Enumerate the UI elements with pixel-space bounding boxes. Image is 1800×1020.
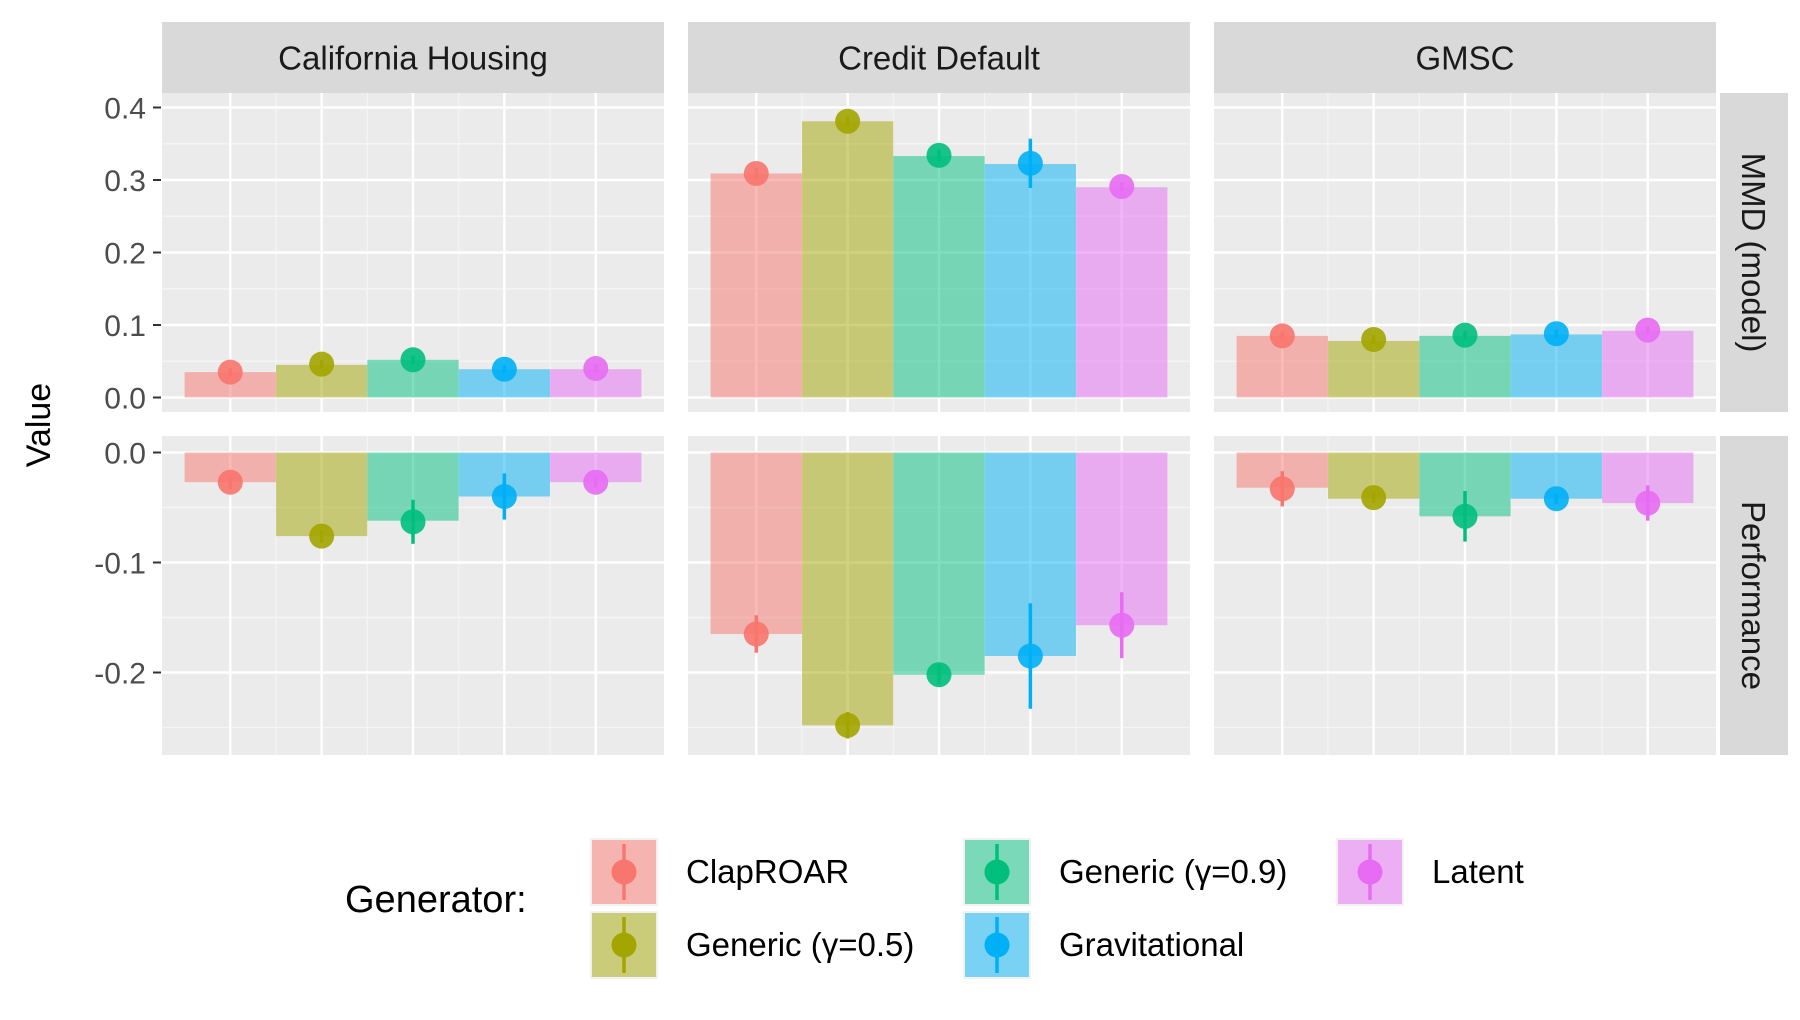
point-claproar <box>1269 476 1295 502</box>
y-tick-label: 0.1 <box>104 310 146 343</box>
bar-gravitational <box>984 164 1077 398</box>
axes-layer: 0.0 0.1 0.2 0.3 0.4 0.0 -0.1 -0.2 <box>94 93 161 691</box>
point-generic-0-9 <box>926 142 952 168</box>
panel-mmd-model-credit-default <box>688 93 1190 412</box>
point-gravitational <box>491 484 517 509</box>
point-gravitational <box>1017 150 1043 176</box>
bar-generic-0-9 <box>893 452 985 675</box>
bar-latent <box>1076 187 1168 398</box>
legend-item-generic-0-5: Generic (γ=0.5) <box>590 911 914 979</box>
y-tick-label: 0.4 <box>104 93 146 126</box>
y-tick-label: 0.2 <box>104 238 146 271</box>
point-claproar <box>217 359 243 385</box>
y-tick-label: 0.3 <box>104 165 146 198</box>
point-generic-0-9 <box>400 509 426 535</box>
point-claproar <box>743 621 769 647</box>
panel-mmd-model-california-housing <box>162 93 664 412</box>
legend-items: ClapROAR Generic (γ=0.5) Generic (γ=0.9) Gr… <box>590 838 1524 979</box>
strips-layer: California Housing Credit Default GMSC MMD … <box>162 22 1788 755</box>
point-generic-0-5 <box>309 523 335 549</box>
bar-claproar <box>710 452 802 634</box>
point-generic-0-9 <box>400 347 426 373</box>
panel-performance-california-housing <box>162 436 664 755</box>
point-generic-0-9 <box>1452 503 1478 529</box>
point-generic-0-5 <box>309 351 335 377</box>
bar-claproar <box>710 173 802 398</box>
bar-generic-0-5 <box>801 121 894 398</box>
facet-strip-credit-default <box>688 22 1190 93</box>
bar-generic-0-5 <box>801 452 894 726</box>
facet-strip-california-housing <box>162 22 664 93</box>
point-latent <box>583 469 609 495</box>
point-gravitational <box>1543 486 1569 512</box>
facet-strip-performance <box>1720 436 1788 755</box>
point-latent <box>583 356 609 381</box>
point-gravitational <box>1017 643 1043 669</box>
legend-item-latent: Latent <box>1336 838 1524 906</box>
legend-key-point <box>1357 859 1383 885</box>
facet-strip-mmd-model <box>1720 93 1788 412</box>
facet-strip-label: GMSC <box>1416 40 1515 77</box>
legend-key-point <box>611 859 637 885</box>
point-latent <box>1109 174 1135 200</box>
y-tick-label: -0.1 <box>94 548 146 581</box>
legend-item-claproar: ClapROAR <box>590 838 849 906</box>
point-generic-0-9 <box>926 662 952 688</box>
y-tick-label: 0.0 <box>104 383 146 416</box>
legend-key-point <box>984 932 1010 958</box>
point-latent <box>1635 317 1661 343</box>
facet-strip-label: MMD (model) <box>1735 153 1772 353</box>
point-generic-0-5 <box>1361 327 1387 352</box>
legend-title: Generator: <box>345 879 527 921</box>
panel-performance-gmsc <box>1214 436 1716 755</box>
point-generic-0-5 <box>835 712 861 738</box>
legend-item-generic-0-9: Generic (γ=0.9) <box>963 838 1287 906</box>
legend-label: Generic (γ=0.5) <box>686 926 914 963</box>
legend: Generator: ClapROAR Generic (γ=0.5) Generi… <box>345 838 1524 979</box>
legend-label: Gravitational <box>1059 926 1244 963</box>
legend-label: Generic (γ=0.9) <box>1059 853 1287 890</box>
panels-layer <box>162 93 1716 755</box>
point-generic-0-5 <box>1361 485 1387 511</box>
facet-strip-label: Performance <box>1735 501 1772 690</box>
facet-strip-gmsc <box>1214 22 1716 93</box>
y-tick-label: 0.0 <box>104 438 146 471</box>
point-latent <box>1635 490 1661 516</box>
legend-key-point <box>611 932 637 958</box>
point-gravitational <box>1543 321 1569 347</box>
facet-strip-label: California Housing <box>278 40 548 77</box>
point-claproar <box>217 469 243 495</box>
point-generic-0-9 <box>1452 322 1478 348</box>
point-gravitational <box>491 356 517 382</box>
point-latent <box>1109 612 1135 638</box>
legend-item-gravitational: Gravitational <box>963 911 1244 979</box>
y-axis-label: Value <box>20 383 58 467</box>
y-tick-label: -0.2 <box>94 658 146 691</box>
bar-generic-0-9 <box>893 156 985 398</box>
legend-key-point <box>984 859 1010 885</box>
bar-generic-0-5 <box>275 452 368 537</box>
point-claproar <box>743 160 769 186</box>
point-generic-0-5 <box>835 108 861 134</box>
panel-performance-credit-default <box>688 436 1190 755</box>
facet-strip-label: Credit Default <box>838 40 1040 77</box>
point-claproar <box>1269 323 1295 349</box>
legend-label: Latent <box>1432 853 1524 890</box>
panel-mmd-model-gmsc <box>1214 93 1716 412</box>
legend-label: ClapROAR <box>686 853 849 890</box>
